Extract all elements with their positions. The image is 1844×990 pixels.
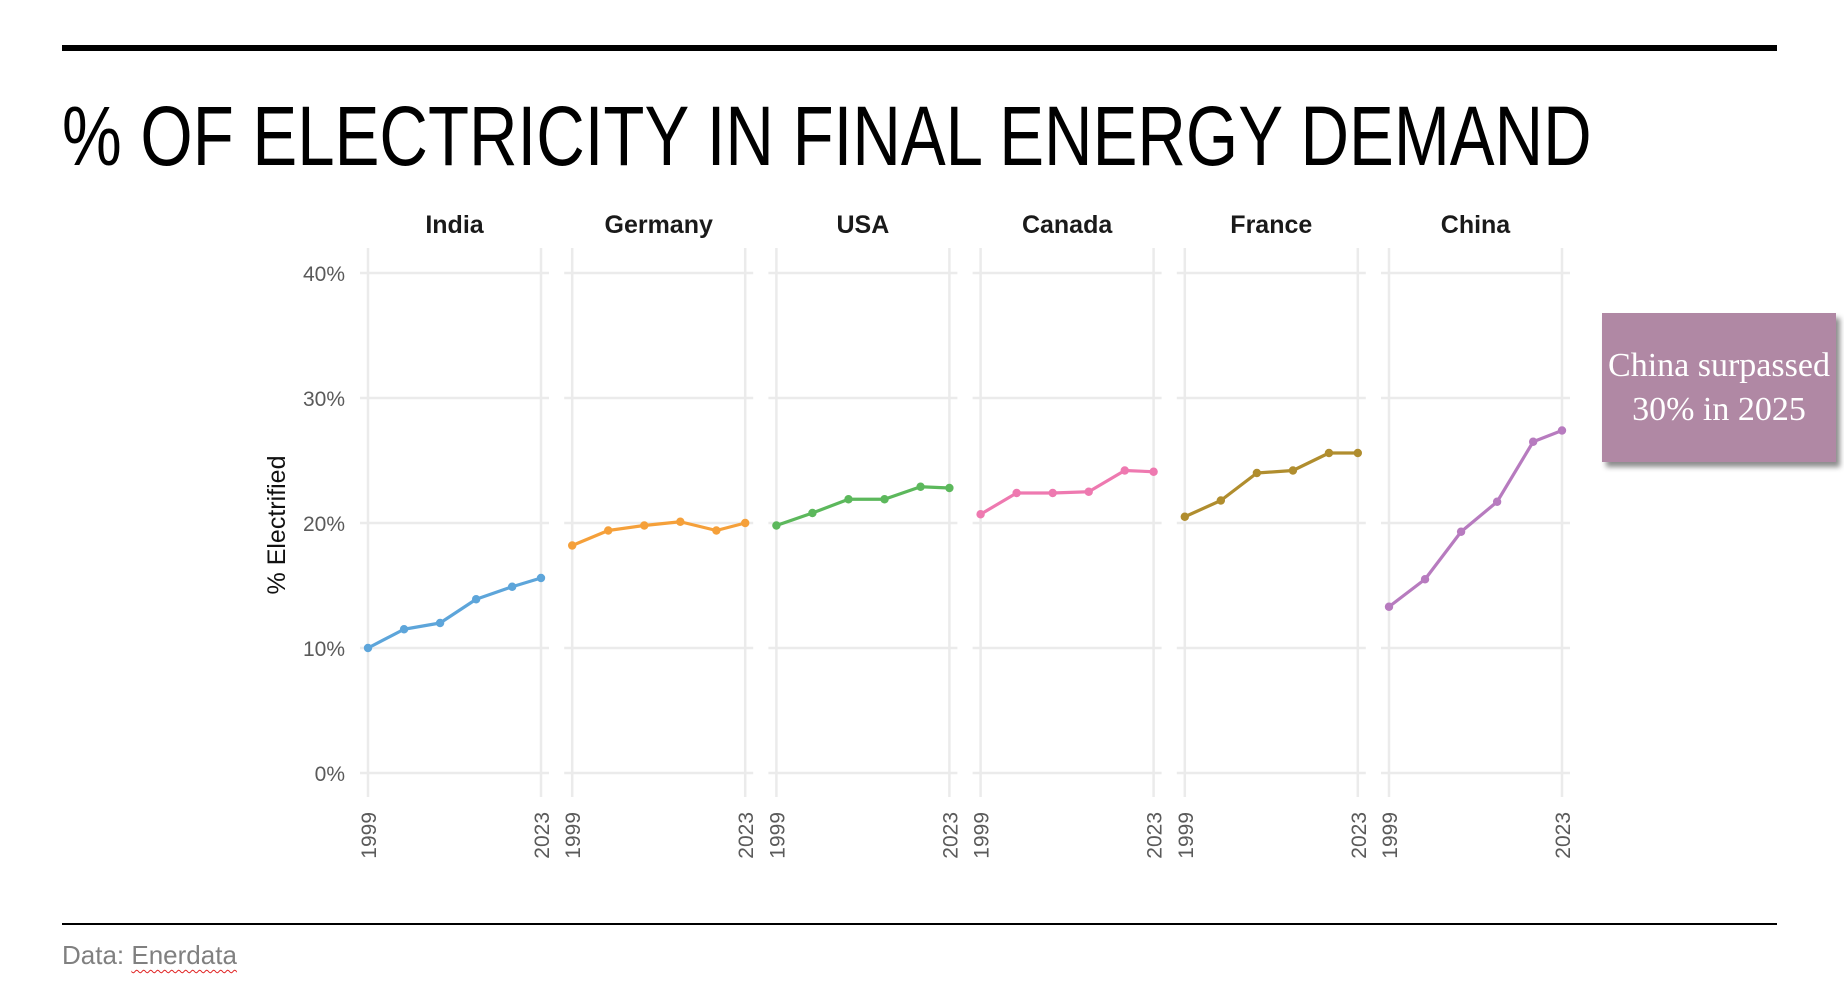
page-title: % OF ELECTRICITY IN FINAL ENERGY DEMAND — [62, 89, 1592, 183]
y-tick-label: 20% — [303, 513, 345, 536]
series-france — [1180, 448, 1363, 521]
data-point — [1252, 468, 1262, 478]
data-point — [945, 483, 954, 493]
x-tick-label: 2023 — [1348, 812, 1371, 859]
x-tick-label: 2023 — [939, 812, 962, 859]
grid-layer — [360, 248, 1570, 797]
source-prefix: Data: — [62, 940, 132, 970]
data-point — [712, 526, 721, 535]
data-point — [640, 521, 649, 530]
data-point — [1492, 497, 1502, 506]
panel-grid-usa — [768, 248, 958, 797]
data-point — [363, 643, 373, 653]
callout-text: China surpassed 30% in 2025 — [1608, 346, 1830, 428]
data-point — [880, 495, 889, 504]
data-point — [1012, 488, 1021, 498]
series-line-usa — [774, 485, 952, 528]
x-tick-label: 1999 — [1379, 812, 1402, 859]
facet-title-china: China — [1441, 211, 1512, 239]
data-point — [1384, 602, 1394, 611]
panel-grid-china — [1381, 248, 1570, 797]
data-point — [1084, 487, 1093, 496]
data-point — [1149, 467, 1158, 476]
data-point — [1420, 575, 1430, 584]
panel-grid-france — [1176, 248, 1366, 797]
data-point — [568, 541, 577, 550]
source-note: Data: Enerdata — [62, 940, 237, 971]
facet-title-india: India — [425, 211, 484, 239]
series-china — [1384, 426, 1567, 611]
data-point — [808, 508, 817, 518]
series-canada — [976, 466, 1158, 519]
data-point — [741, 518, 750, 528]
panel-grid-india — [360, 248, 549, 797]
data-point — [1216, 496, 1226, 505]
x-tick-label: 2023 — [1144, 812, 1167, 859]
x-tick-label: 1999 — [1175, 812, 1198, 859]
x-tick-label: 1999 — [562, 812, 585, 859]
y-tick-label: 30% — [303, 388, 345, 411]
x-tick-label: 2023 — [735, 812, 758, 859]
data-point — [1324, 448, 1334, 458]
series-usa — [772, 482, 954, 530]
china-callout-box: China surpassed 30% in 2025 — [1602, 313, 1836, 462]
data-point — [471, 595, 481, 604]
series-line-germany — [570, 520, 747, 548]
data-point — [916, 482, 925, 491]
data-point — [844, 495, 853, 504]
facet-title-usa: USA — [837, 211, 890, 239]
y-axis-ticks: 0% 10% 20% 30% 40% — [303, 263, 345, 786]
series-line-france — [1183, 451, 1360, 519]
bottom-rule — [62, 923, 1777, 925]
x-axis-ticks: 1999 2023 1999 2023 1999 2023 1999 2023 1999 2023… — [358, 812, 1575, 859]
data-point — [604, 526, 613, 535]
top-rule — [62, 45, 1777, 51]
data-point — [772, 521, 781, 530]
x-tick-label: 1999 — [766, 812, 789, 859]
x-tick-label: 1999 — [358, 812, 381, 859]
series-germany — [568, 517, 750, 550]
data-point — [536, 573, 546, 583]
y-axis-title: % Electrified — [263, 456, 291, 595]
data-point — [976, 510, 985, 519]
data-point — [1288, 466, 1298, 475]
y-tick-label: 10% — [303, 638, 345, 661]
y-tick-label: 0% — [315, 763, 345, 786]
data-point — [399, 625, 409, 634]
data-point — [1120, 466, 1129, 475]
data-point — [507, 582, 517, 591]
data-point — [676, 517, 685, 526]
x-tick-label: 2023 — [1552, 812, 1575, 859]
series-india — [363, 573, 546, 653]
x-tick-label: 1999 — [971, 812, 994, 859]
series-line-india — [366, 576, 543, 650]
facet-title-canada: Canada — [1022, 211, 1113, 239]
facet-title-germany: Germany — [605, 211, 713, 239]
series-layer — [363, 426, 1567, 653]
series-line-china — [1387, 428, 1564, 609]
y-tick-label: 40% — [303, 263, 345, 286]
data-point — [1180, 512, 1190, 521]
panel-grid-canada — [972, 248, 1162, 797]
facet-title-france: France — [1230, 211, 1312, 239]
facet-titles: India Germany USA Canada France China — [425, 211, 1511, 239]
data-point — [1557, 426, 1567, 435]
data-point — [1528, 437, 1538, 446]
data-point — [1456, 527, 1466, 536]
source-name: Enerdata — [131, 940, 237, 970]
data-point — [1048, 488, 1057, 498]
data-point — [1353, 448, 1363, 458]
data-point — [435, 618, 445, 628]
x-tick-label: 2023 — [531, 812, 554, 859]
series-line-canada — [978, 468, 1156, 516]
